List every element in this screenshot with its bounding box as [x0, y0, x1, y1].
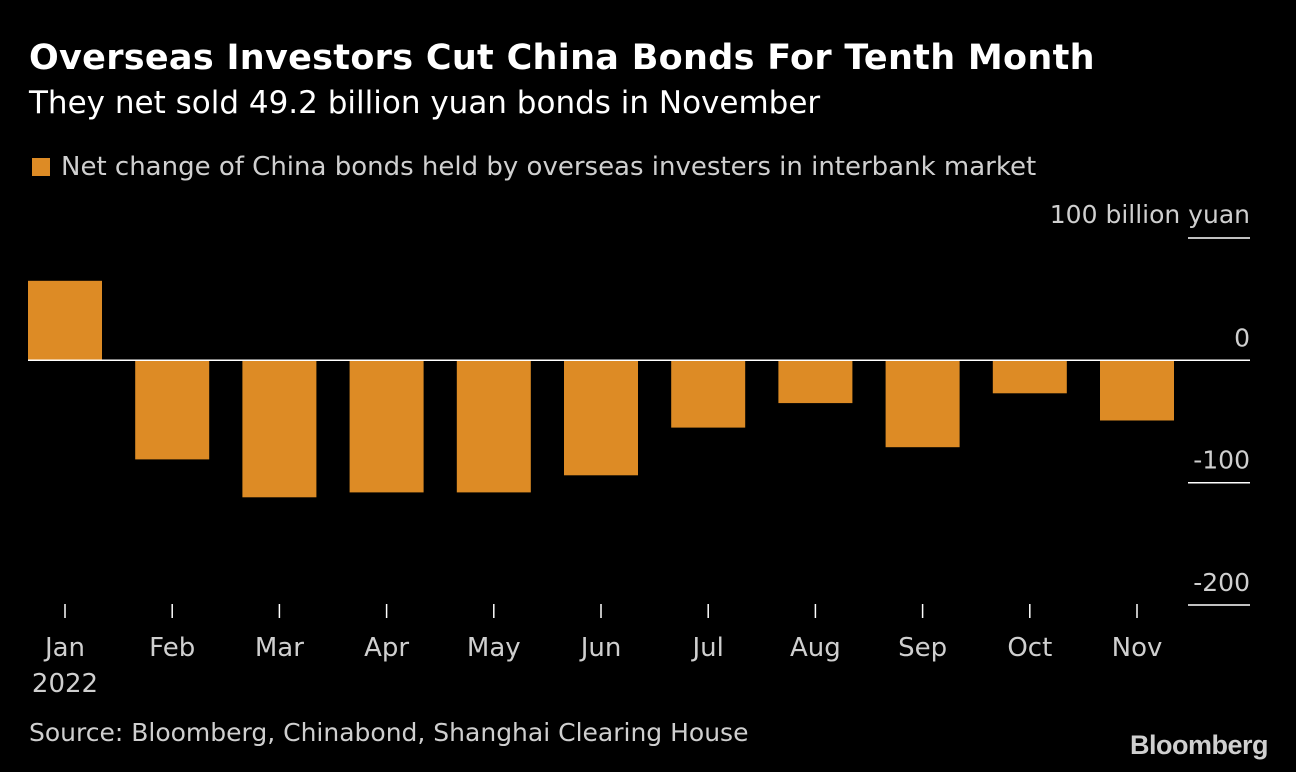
legend-swatch — [32, 158, 50, 176]
bar-aug — [778, 360, 853, 404]
x-tick-label-mar: Mar — [255, 633, 304, 663]
source-note: Source: Bloomberg, Chinabond, Shanghai C… — [29, 718, 749, 747]
bar-nov — [1100, 360, 1174, 421]
y-axis: 0 -100 -200 100 billion yuan — [1050, 200, 1250, 606]
x-tick-label-oct: Oct — [1007, 633, 1052, 663]
x-tick-label-may: May — [467, 633, 521, 663]
y-tick-label: -200 — [1193, 568, 1250, 597]
x-tick-label-sep: Sep — [898, 633, 947, 663]
x-tick-label-aug: Aug — [790, 633, 841, 663]
y-axis-unit-label: 100 billion yuan — [1050, 200, 1250, 229]
y-tick-label: -100 — [1193, 446, 1250, 475]
legend-label: Net change of China bonds held by overse… — [61, 152, 1037, 182]
y-tick-label: 0 — [1234, 323, 1250, 352]
bar-jan — [28, 280, 102, 361]
x-axis: Jan Feb Mar Apr May Jun Jul Aug Sep Oct Nov 2022 — [32, 604, 1162, 699]
bar-oct — [992, 360, 1067, 394]
bar-sep — [885, 360, 960, 448]
bar-may — [456, 360, 531, 493]
x-tick-label-jun: Jun — [579, 633, 622, 663]
bloomberg-logo: Bloomberg — [1129, 730, 1269, 760]
x-tick-label-jul: Jul — [691, 633, 724, 663]
bar-feb — [135, 360, 210, 460]
chart-title: Overseas Investors Cut China Bonds For T… — [29, 38, 1095, 78]
chart-subtitle: They net sold 49.2 billion yuan bonds in… — [29, 85, 821, 121]
x-tick-label-jan: Jan — [43, 633, 85, 663]
x-tick-label-nov: Nov — [1112, 633, 1163, 663]
x-tick-label-apr: Apr — [364, 633, 409, 663]
bar-mar — [242, 360, 317, 498]
bar-jul — [671, 360, 746, 428]
bar-jun — [564, 360, 638, 476]
x-tick-label-feb: Feb — [149, 633, 195, 663]
legend: Net change of China bonds held by overse… — [32, 152, 1036, 182]
x-year-label: 2022 — [32, 669, 98, 699]
bar-apr — [349, 360, 424, 493]
bars — [28, 280, 1174, 498]
